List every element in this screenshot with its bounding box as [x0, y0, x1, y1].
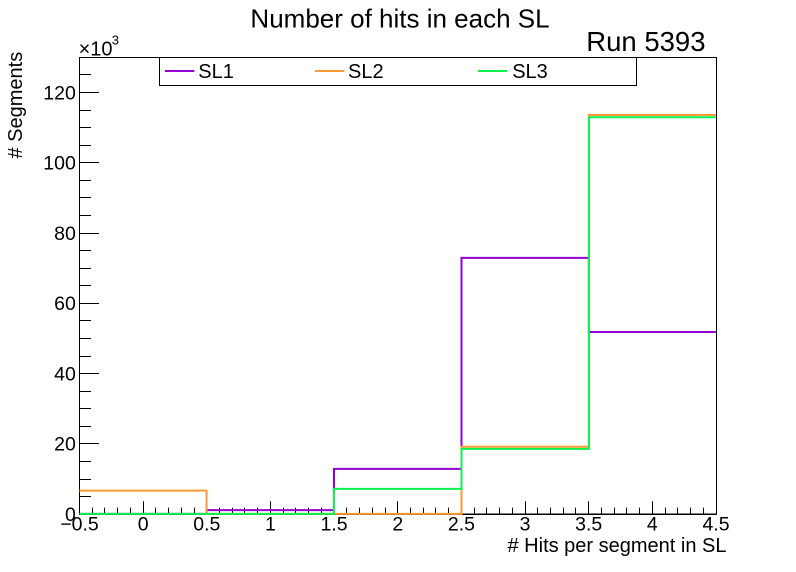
- svg-text:80: 80: [54, 223, 76, 245]
- svg-text:2: 2: [392, 514, 403, 536]
- svg-text:# Segments: # Segments: [5, 52, 27, 159]
- svg-text:SL3: SL3: [512, 61, 548, 83]
- svg-text:100: 100: [43, 153, 76, 175]
- svg-text:3: 3: [520, 514, 531, 536]
- svg-text:1: 1: [265, 514, 276, 536]
- svg-text:# Hits per segment in SL: # Hits per segment in SL: [508, 535, 727, 557]
- svg-text:1.5: 1.5: [321, 514, 348, 536]
- svg-text:3: 3: [112, 33, 119, 48]
- svg-text:20: 20: [54, 434, 76, 456]
- svg-text:40: 40: [54, 363, 76, 385]
- svg-text:0: 0: [65, 504, 76, 526]
- svg-text:0: 0: [138, 514, 149, 536]
- svg-text:120: 120: [43, 82, 76, 104]
- svg-text:4.5: 4.5: [702, 514, 729, 536]
- svg-text:3.5: 3.5: [575, 514, 602, 536]
- svg-text:−0.5: −0.5: [60, 514, 99, 536]
- svg-text:SL1: SL1: [198, 61, 234, 83]
- svg-text:Number of hits in each SL: Number of hits in each SL: [250, 4, 549, 34]
- svg-text:×10: ×10: [79, 39, 113, 61]
- svg-text:0.5: 0.5: [193, 514, 220, 536]
- svg-text:Run 5393: Run 5393: [586, 26, 705, 57]
- svg-text:4: 4: [647, 514, 658, 536]
- svg-text:2.5: 2.5: [448, 514, 475, 536]
- svg-text:SL2: SL2: [348, 61, 384, 83]
- svg-text:60: 60: [54, 293, 76, 315]
